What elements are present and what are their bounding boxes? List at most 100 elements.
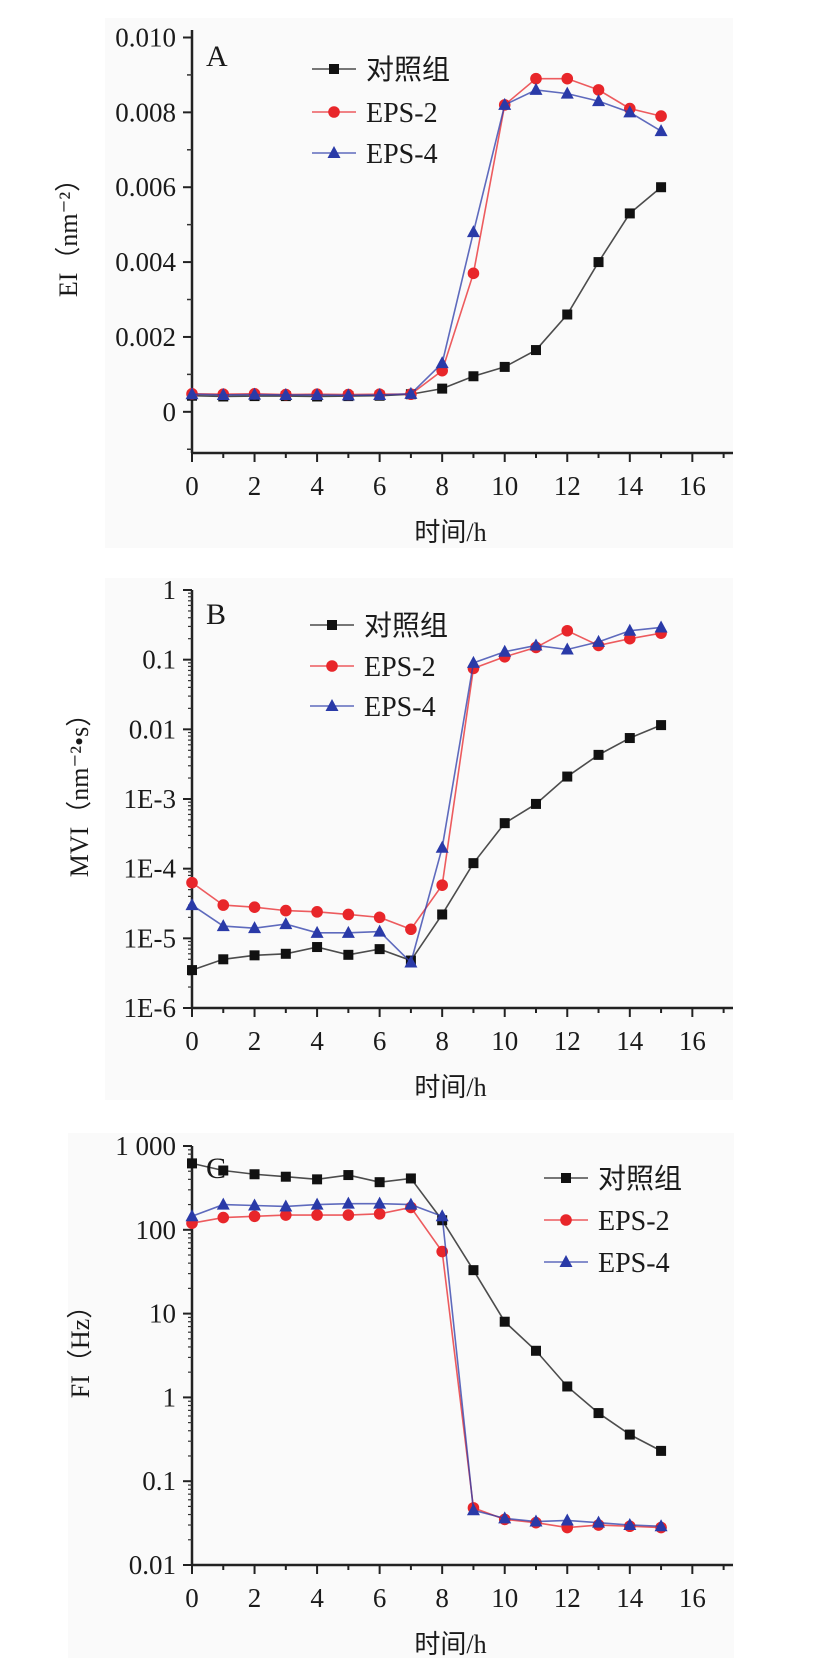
series-line bbox=[191, 89, 662, 397]
legend-item: EPS-2 bbox=[310, 652, 436, 683]
data-point-triangle bbox=[529, 638, 543, 651]
data-point-circle bbox=[186, 876, 198, 889]
data-point-triangle bbox=[559, 1255, 573, 1267]
series-line bbox=[191, 724, 662, 971]
data-point-triangle bbox=[435, 840, 449, 853]
data-point-triangle bbox=[654, 1519, 668, 1532]
data-point-square bbox=[405, 1173, 416, 1184]
x-tick-label: 14 bbox=[616, 471, 644, 501]
data-point-triangle bbox=[592, 94, 606, 107]
y-tick-label: 0.1 bbox=[142, 1466, 176, 1496]
data-point-triangle bbox=[310, 925, 324, 938]
legend-label: EPS-4 bbox=[598, 1248, 670, 1279]
data-point-triangle bbox=[310, 387, 324, 400]
x-tick-label: 2 bbox=[248, 1583, 262, 1613]
y-axis-title: FI（Hz） bbox=[66, 1293, 95, 1398]
data-point-square bbox=[593, 749, 604, 760]
data-point-triangle bbox=[279, 917, 293, 930]
data-point-triangle bbox=[560, 1513, 574, 1526]
data-point-circle bbox=[280, 904, 292, 917]
data-point-triangle bbox=[248, 387, 262, 400]
x-tick-label: 8 bbox=[435, 1026, 449, 1056]
data-point-triangle bbox=[327, 146, 341, 158]
data-point-triangle bbox=[498, 1511, 512, 1524]
data-point-square bbox=[327, 620, 337, 630]
x-tick-label: 0 bbox=[185, 1583, 199, 1613]
data-point-circle bbox=[436, 879, 448, 891]
data-point-square bbox=[312, 942, 323, 953]
y-tick-label: 0.01 bbox=[129, 714, 176, 744]
data-point-triangle bbox=[529, 82, 543, 95]
data-point-square bbox=[218, 954, 229, 965]
x-tick-label: 2 bbox=[248, 1026, 262, 1056]
data-point-square bbox=[499, 1316, 510, 1327]
data-point-triangle bbox=[498, 97, 512, 110]
data-point-square bbox=[437, 383, 448, 394]
legend: 对照组 EPS-2 EPS-4 bbox=[312, 54, 450, 170]
y-axis-title: EI（nm⁻²） bbox=[54, 166, 83, 297]
x-tick-label: 14 bbox=[616, 1026, 644, 1056]
data-point-triangle bbox=[654, 620, 668, 633]
chart-panel-b: 0 2 4 6 8 10 12 14 16 1 0.1 0.01 1E-3 1E-4 1E-5 1E-6 时间/… bbox=[65, 575, 733, 1102]
series-line bbox=[191, 1202, 662, 1528]
x-tick-label: 8 bbox=[435, 1583, 449, 1613]
data-point-square bbox=[562, 1381, 573, 1392]
legend-label: 对照组 bbox=[598, 1163, 682, 1195]
panel-label: B bbox=[206, 598, 226, 631]
data-point-square bbox=[187, 965, 197, 976]
data-point-circle bbox=[217, 1211, 230, 1224]
data-point-square bbox=[593, 257, 604, 268]
data-point-square bbox=[593, 1408, 604, 1419]
data-point-square bbox=[329, 64, 339, 74]
legend: 对照组 EPS-2 EPS-4 bbox=[544, 1163, 682, 1279]
data-point-triangle bbox=[373, 924, 387, 937]
data-point-circle bbox=[217, 899, 230, 911]
data-point-triangle bbox=[466, 655, 480, 668]
data-point-square bbox=[656, 1445, 667, 1456]
data-point-square bbox=[562, 309, 573, 320]
x-tick-label: 12 bbox=[554, 471, 581, 501]
y-tick-label: 10 bbox=[149, 1299, 176, 1329]
data-point-circle bbox=[405, 923, 417, 936]
panel-label: A bbox=[206, 40, 228, 73]
y-tick-label: 0.1 bbox=[142, 645, 176, 675]
data-point-circle bbox=[561, 624, 574, 637]
data-point-circle bbox=[342, 1209, 355, 1221]
panel-background bbox=[105, 578, 733, 1100]
x-tick-label: 16 bbox=[679, 471, 706, 501]
x-tick-label: 4 bbox=[310, 1583, 324, 1613]
data-point-square bbox=[187, 1158, 197, 1169]
data-point-circle bbox=[624, 632, 636, 645]
data-point-square bbox=[249, 950, 260, 961]
data-point-square bbox=[468, 1265, 479, 1276]
x-tick-label: 12 bbox=[554, 1026, 581, 1056]
data-point-triangle bbox=[248, 921, 262, 934]
data-point-triangle bbox=[560, 642, 574, 655]
data-point-triangle bbox=[529, 1514, 543, 1527]
data-point-square bbox=[468, 858, 479, 869]
data-point-circle bbox=[561, 72, 574, 85]
data-point-triangle bbox=[623, 623, 637, 636]
data-point-square bbox=[343, 949, 354, 960]
y-tick-label: 0.010 bbox=[115, 22, 176, 52]
x-axis-title: 时间/h bbox=[414, 518, 486, 547]
x-tick-label: 6 bbox=[373, 1026, 387, 1056]
data-point-circle bbox=[592, 84, 605, 96]
data-point-square bbox=[561, 1173, 571, 1183]
data-point-square bbox=[656, 182, 667, 193]
series-line bbox=[191, 186, 662, 398]
data-point-circle bbox=[328, 106, 340, 118]
data-point-square bbox=[374, 944, 385, 955]
data-point-square bbox=[468, 371, 479, 382]
data-point-triangle bbox=[216, 1197, 230, 1210]
x-tick-label: 0 bbox=[185, 1026, 199, 1056]
series-eps-4 bbox=[185, 620, 668, 968]
x-tick-label: 10 bbox=[491, 1583, 518, 1613]
series-eps-4 bbox=[185, 1196, 668, 1532]
y-tick-label: 1E-5 bbox=[124, 923, 176, 953]
data-point-triangle bbox=[435, 356, 449, 369]
data-point-square bbox=[343, 1170, 354, 1181]
data-point-triangle bbox=[325, 699, 339, 711]
x-tick-label: 10 bbox=[491, 471, 518, 501]
x-tick-label: 4 bbox=[310, 1026, 324, 1056]
